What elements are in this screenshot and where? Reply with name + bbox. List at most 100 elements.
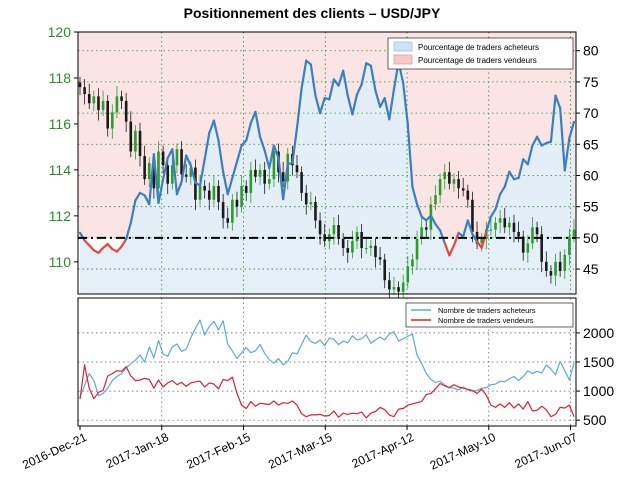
candle-body-27 (203, 185, 206, 191)
pct-segment-95 (517, 158, 525, 180)
candle-body-81 (452, 179, 456, 184)
legend-top: Pourcentage de traders acheteurs Pourcen… (387, 37, 574, 70)
candle-body-32 (226, 218, 230, 223)
pct-segment-2 (88, 244, 95, 252)
pct-segment-103 (554, 94, 562, 110)
pct-segment-24 (189, 164, 197, 185)
candle-body-85 (471, 199, 474, 232)
candle-body-79 (443, 172, 447, 180)
pct-segment-51 (314, 94, 322, 115)
candle-body-84 (466, 190, 470, 200)
pct-segment-98 (531, 135, 539, 147)
candle-body-92 (503, 218, 507, 228)
date-tick-label-6: 2017-Jun-07 (513, 430, 580, 471)
pct-tick-label-0: 45 (583, 261, 599, 277)
price-panel: 110 112 114 116 118 120 45 50 55 60 65 70 75 80 Pour… (48, 24, 599, 303)
candle-body-18 (161, 151, 165, 166)
legend-short-count-label: Nombre de traders vendeurs (438, 316, 534, 325)
pct-segment-73 (415, 203, 423, 218)
pct-segment-9 (120, 238, 128, 248)
candle-body-13 (138, 130, 142, 157)
candle-body-4 (97, 96, 100, 111)
pct-segment-70 (402, 82, 409, 126)
count-tick-label-3: 2000 (583, 325, 614, 341)
pct-tick-label-5: 70 (583, 105, 599, 121)
pct-segment-60 (355, 83, 363, 96)
candle-body-82 (457, 179, 460, 189)
candle-body-95 (517, 231, 520, 237)
candle-body-104 (558, 261, 562, 272)
candle-body-23 (184, 174, 188, 177)
candle-body-36 (244, 185, 248, 193)
candle-body-99 (535, 227, 539, 235)
candle-body-50 (309, 202, 313, 205)
count-tick-label-1: 1000 (583, 383, 614, 399)
pct-segment-16 (152, 153, 160, 205)
candle-body-75 (424, 227, 428, 230)
candle-body-53 (323, 234, 326, 242)
pct-segment-87 (480, 230, 488, 249)
count-tick-label-2: 1500 (583, 354, 614, 370)
legend-bottom-box (405, 302, 574, 328)
pct-segment-15 (148, 153, 155, 206)
pct-tick-label-2: 55 (583, 199, 599, 215)
candle-body-0 (78, 82, 82, 88)
candle-body-47 (295, 165, 299, 173)
date-tick-label-3: 2017-Mar-15 (266, 430, 334, 472)
candle-body-103 (554, 261, 557, 276)
legend-long-label: Pourcentage de traders acheteurs (418, 43, 539, 52)
candle-body-8 (115, 96, 119, 113)
date-tick-label-4: 2017-Apr-12 (350, 430, 417, 471)
candle-body-62 (364, 248, 368, 250)
pct-segment-67 (388, 88, 396, 121)
price-tick-label-2: 114 (49, 162, 72, 178)
candle-body-78 (438, 179, 442, 196)
date-tick-label-0: 2016-Dec-21 (20, 430, 89, 472)
pct-segment-40 (263, 149, 271, 170)
pct-tick-label-3: 60 (583, 167, 599, 183)
candle-body-10 (124, 100, 128, 122)
chart-title: Positionnement des clients – USD/JPY (184, 5, 441, 21)
price-panel-grid (78, 32, 576, 294)
pct-segment-63 (369, 64, 377, 92)
candle-body-106 (568, 236, 571, 255)
candle-body-89 (489, 229, 493, 231)
pct-segment-66 (383, 97, 391, 121)
count-series-line-1 (79, 364, 575, 419)
candle-body-33 (231, 199, 234, 223)
legend-long-count-label: Nombre de traders acheteurs (438, 306, 536, 315)
pct-segment-21 (175, 180, 183, 196)
pct-segment-11 (129, 199, 137, 224)
candle-body-67 (388, 280, 391, 290)
candle-body-59 (351, 241, 354, 253)
pct-segment-26 (198, 158, 206, 187)
pct-segment-78 (439, 229, 446, 244)
candle-body-98 (531, 227, 534, 244)
count-panel-grid (78, 298, 576, 426)
candle-body-52 (318, 220, 322, 235)
pct-segment-27 (203, 131, 211, 161)
price-tick-label-0: 110 (49, 254, 72, 270)
pct-segment-89 (489, 208, 497, 218)
legend-short-label: Pourcentage de traders vendeurs (418, 56, 537, 65)
pct-segment-41 (268, 144, 276, 170)
legend-bottom: Nombre de traders acheteurs Nombre de tr… (405, 302, 574, 328)
pct-segment-105 (563, 136, 571, 172)
pct-segment-4 (97, 246, 105, 254)
candle-body-61 (360, 231, 363, 249)
pct-segment-72 (411, 185, 419, 206)
candle-body-11 (129, 121, 133, 152)
candle-body-35 (240, 185, 243, 207)
candle-body-83 (461, 188, 465, 191)
candle-body-24 (189, 167, 193, 177)
pct-segment-31 (222, 170, 229, 196)
candle-body-70 (401, 282, 405, 292)
pct-segment-93 (508, 170, 516, 181)
pct-tick-label-6: 75 (583, 74, 599, 90)
candle-body-101 (544, 261, 548, 272)
candle-body-2 (87, 94, 91, 104)
candle-body-96 (521, 236, 525, 253)
legend-top-box (387, 37, 574, 70)
candle-body-44 (281, 172, 285, 182)
pct-segment-83 (462, 219, 469, 238)
